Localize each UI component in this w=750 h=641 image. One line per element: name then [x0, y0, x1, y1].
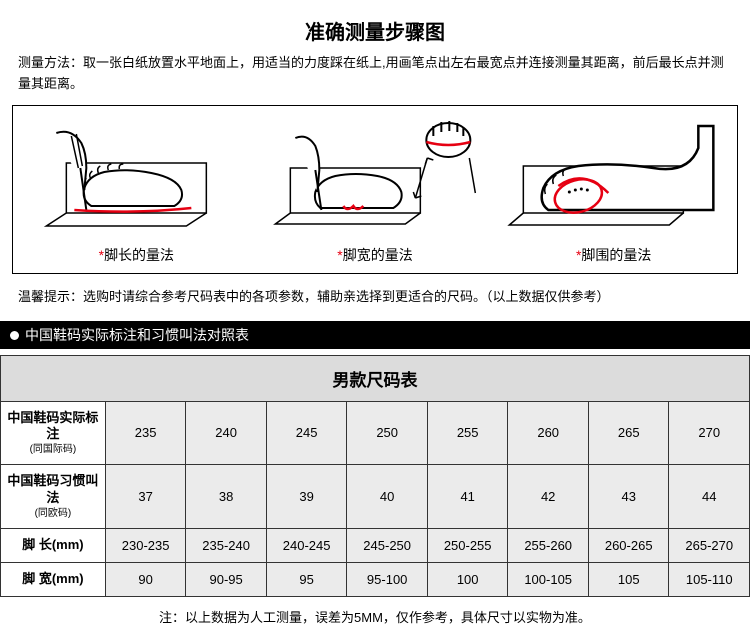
table-cell: 100-105 [508, 563, 589, 597]
foot-length-icon [21, 118, 252, 238]
row-label: 中国鞋码实际标注(同国际码) [1, 401, 106, 465]
table-cell: 250 [347, 401, 428, 465]
foot-width-icon [260, 118, 491, 238]
table-cell: 95 [266, 563, 347, 597]
diagram-label-1: 脚宽的量法 [343, 247, 413, 263]
table-cell: 255 [427, 401, 508, 465]
table-cell: 42 [508, 465, 589, 529]
table-cell: 39 [266, 465, 347, 529]
table-cell: 40 [347, 465, 428, 529]
foot-girth-icon [498, 118, 729, 238]
table-cell: 240-245 [266, 529, 347, 563]
table-cell: 240 [186, 401, 267, 465]
diagram-foot-length: *脚长的量法 [17, 114, 256, 269]
table-cell: 90-95 [186, 563, 267, 597]
table-cell: 245 [266, 401, 347, 465]
table-cell: 235-240 [186, 529, 267, 563]
diagram-container: *脚长的量法 *脚宽的量法 *脚围的 [12, 105, 738, 274]
dot-icon [10, 331, 19, 340]
table-cell: 265-270 [669, 529, 750, 563]
row-label: 脚 长(mm) [1, 529, 106, 563]
table-cell: 37 [105, 465, 186, 529]
diagram-foot-width: *脚宽的量法 [256, 114, 495, 269]
table-cell: 260 [508, 401, 589, 465]
table-cell: 90 [105, 563, 186, 597]
row-label: 脚 宽(mm) [1, 563, 106, 597]
table-cell: 230-235 [105, 529, 186, 563]
table-row: 脚 宽(mm)9090-959595-100100100-105105105-1… [1, 563, 750, 597]
table-row: 中国鞋码实际标注(同国际码)235240245250255260265270 [1, 401, 750, 465]
table-cell: 245-250 [347, 529, 428, 563]
diagram-label-2: 脚围的量法 [581, 247, 651, 263]
table-cell: 235 [105, 401, 186, 465]
table-title: 男款尺码表 [1, 355, 750, 401]
table-cell: 270 [669, 401, 750, 465]
table-cell: 250-255 [427, 529, 508, 563]
size-table-wrap: 男款尺码表 中国鞋码实际标注(同国际码)23524024525025526026… [0, 349, 750, 597]
table-note: 注：以上数据为人工测量，误差为5MM，仅作参考，具体尺寸以实物为准。 [0, 597, 750, 636]
table-cell: 38 [186, 465, 267, 529]
table-cell: 41 [427, 465, 508, 529]
table-cell: 265 [588, 401, 669, 465]
section-bar: 中国鞋码实际标注和习惯叫法对照表 [0, 321, 750, 349]
row-label: 中国鞋码习惯叫法(同欧码) [1, 465, 106, 529]
table-row: 脚 长(mm)230-235235-240240-245245-250250-2… [1, 529, 750, 563]
page-title: 准确测量步骤图 [0, 0, 750, 53]
diagram-label-0: 脚长的量法 [104, 247, 174, 263]
table-cell: 44 [669, 465, 750, 529]
table-cell: 43 [588, 465, 669, 529]
table-row: 中国鞋码习惯叫法(同欧码)3738394041424344 [1, 465, 750, 529]
table-cell: 260-265 [588, 529, 669, 563]
section-bar-label: 中国鞋码实际标注和习惯叫法对照表 [25, 327, 249, 343]
table-cell: 255-260 [508, 529, 589, 563]
instructions-text: 测量方法：取一张白纸放置水平地面上，用适当的力度踩在纸上,用画笔点出左右最宽点并… [0, 53, 750, 105]
table-cell: 95-100 [347, 563, 428, 597]
diagram-foot-girth: *脚围的量法 [494, 114, 733, 269]
table-cell: 105-110 [669, 563, 750, 597]
table-cell: 105 [588, 563, 669, 597]
tip-text: 温馨提示：选购时请综合参考尺码表中的各项参数，辅助亲选择到更适合的尺码。（以上数… [0, 274, 750, 317]
table-title-row: 男款尺码表 [1, 355, 750, 401]
size-table: 男款尺码表 中国鞋码实际标注(同国际码)23524024525025526026… [0, 355, 750, 597]
table-cell: 100 [427, 563, 508, 597]
